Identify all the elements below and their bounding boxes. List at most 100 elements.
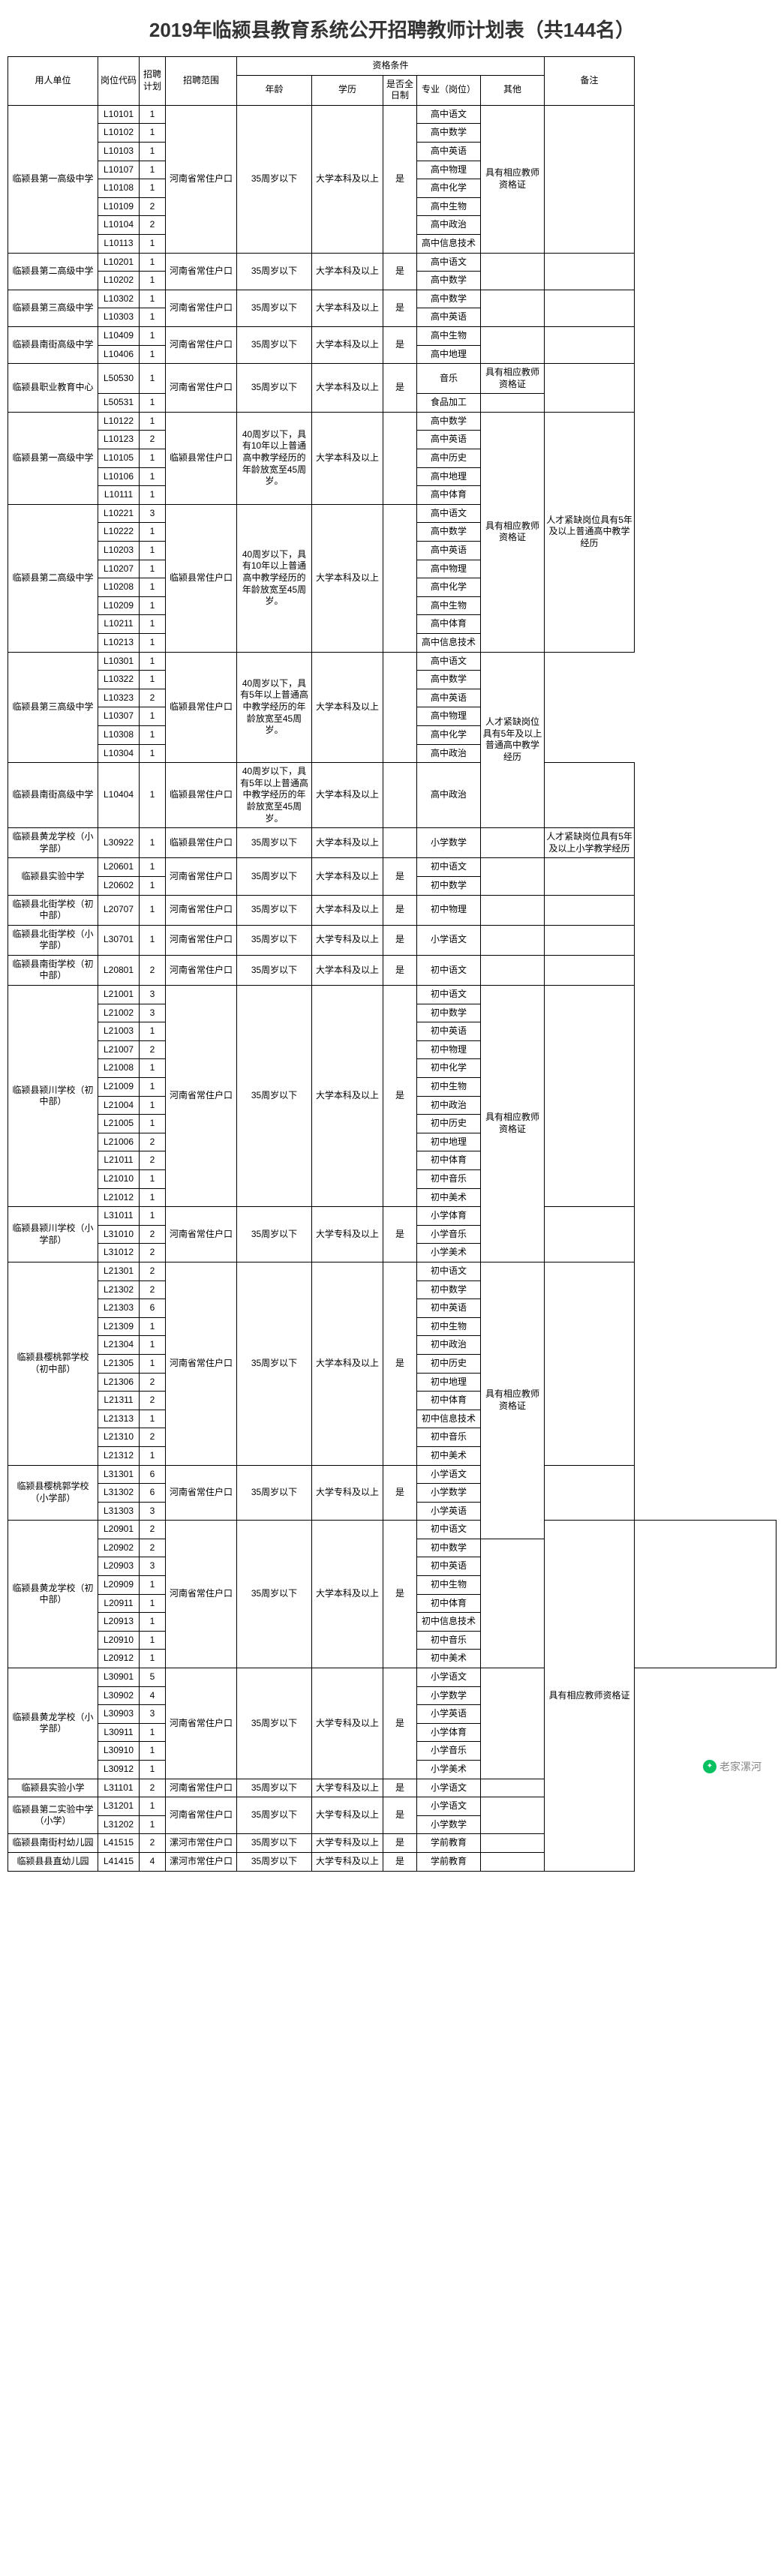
cell-major: 初中生物: [417, 1576, 481, 1595]
cell-plan: 3: [140, 1557, 166, 1576]
cell-code: L21008: [98, 1059, 140, 1078]
cell-major: 高中英语: [417, 542, 481, 560]
cell-remark: [481, 1834, 545, 1853]
cell-plan: 2: [140, 955, 166, 985]
cell-plan: 2: [140, 1040, 166, 1059]
cell-fulltime: [383, 828, 417, 858]
cell-code: L21303: [98, 1299, 140, 1318]
cell-major: 小学语文: [417, 1779, 481, 1797]
cell-code: L10203: [98, 542, 140, 560]
cell-major: 高中生物: [417, 596, 481, 615]
cell-code: L20903: [98, 1557, 140, 1576]
table-row: 临颍县颍川学校（小学部）L310111河南省常住户口35周岁以下大学专科及以上是…: [8, 1207, 776, 1226]
cell-age: 35周岁以下: [237, 828, 312, 858]
cell-remark: [635, 1521, 776, 1668]
cell-plan: 1: [140, 308, 166, 327]
cell-age: 40周岁以下，具有5年以上普通高中教学经历的年龄放宽至45周岁。: [237, 763, 312, 828]
cell-major: 高中数学: [417, 412, 481, 431]
cell-fulltime: 是: [383, 1207, 417, 1262]
cell-age: 40周岁以下，具有10年以上普通高中教学经历的年龄放宽至45周岁。: [237, 504, 312, 652]
cell-code: L10102: [98, 124, 140, 143]
cell-scope: 河南省常住户口: [166, 364, 237, 413]
cell-major: 高中英语: [417, 689, 481, 707]
cell-plan: 1: [140, 1059, 166, 1078]
cell-code: L21010: [98, 1170, 140, 1189]
table-row: 临颍县北街学校（小学部）L307011河南省常住户口35周岁以下大学专科及以上是…: [8, 925, 776, 955]
cell-remark: [545, 105, 635, 253]
table-row: 临颍县北街学校（初中部）L207071河南省常住户口35周岁以下大学本科及以上是…: [8, 895, 776, 925]
cell-major: 高中体育: [417, 486, 481, 505]
cell-plan: 1: [140, 1576, 166, 1595]
cell-plan: 3: [140, 1705, 166, 1724]
cell-plan: 2: [140, 1151, 166, 1170]
cell-code: L10201: [98, 253, 140, 272]
cell-remark: [545, 858, 635, 895]
cell-major: 高中物理: [417, 560, 481, 578]
cell-major: 初中政治: [417, 1096, 481, 1115]
cell-unit: 临颍县南街学校（初中部）: [8, 955, 98, 985]
cell-code: L21005: [98, 1115, 140, 1133]
cell-age: 35周岁以下: [237, 1797, 312, 1834]
cell-code: L20602: [98, 876, 140, 895]
cell-plan: 1: [140, 596, 166, 615]
cell-remark: [545, 925, 635, 955]
cell-unit: 临颍县樱桃郭学校（小学部）: [8, 1465, 98, 1521]
cell-plan: 3: [140, 986, 166, 1004]
cell-code: L31301: [98, 1465, 140, 1484]
cell-scope: 河南省常住户口: [166, 1521, 237, 1668]
cell-unit: 临颍县实验小学: [8, 1779, 98, 1797]
cell-major: 初中英语: [417, 1299, 481, 1318]
cell-major: 高中政治: [417, 763, 481, 828]
cell-major: 初中地理: [417, 1373, 481, 1392]
cell-plan: 1: [140, 1317, 166, 1336]
th-code: 岗位代码: [98, 57, 140, 106]
table-row: 临颍县职业教育中心L505301河南省常住户口35周岁以下大学本科及以上是音乐具…: [8, 364, 776, 394]
cell-edu: 大学专科及以上: [312, 925, 383, 955]
cell-plan: 1: [140, 560, 166, 578]
cell-code: L10301: [98, 652, 140, 671]
cell-fulltime: [383, 763, 417, 828]
cell-remark: [545, 364, 635, 413]
cell-other: [481, 955, 545, 985]
table-row: 临颍县南街高级中学L104041临颍县常住户口40周岁以下，具有5年以上普通高中…: [8, 763, 776, 828]
cell-major: 初中音乐: [417, 1170, 481, 1189]
cell-major: 小学体育: [417, 1207, 481, 1226]
wechat-icon: ✦: [703, 1760, 716, 1773]
cell-code: L21009: [98, 1078, 140, 1097]
cell-major: 小学语文: [417, 925, 481, 955]
cell-plan: 1: [140, 1410, 166, 1428]
cell-unit: 临颍县南街村幼儿园: [8, 1834, 98, 1853]
cell-scope: 河南省常住户口: [166, 1797, 237, 1834]
cell-plan: 1: [140, 364, 166, 394]
cell-plan: 2: [140, 1539, 166, 1557]
cell-unit: 临颍县第二高级中学: [8, 253, 98, 290]
watermark: ✦ 老家漯河: [703, 1759, 761, 1774]
cell-fulltime: 是: [383, 1852, 417, 1871]
cell-fulltime: 是: [383, 326, 417, 363]
table-row: 临颍县第二实验中学（小学）L312011河南省常住户口35周岁以下大学专科及以上…: [8, 1797, 776, 1816]
cell-age: 40周岁以下，具有5年以上普通高中教学经历的年龄放宽至45周岁。: [237, 652, 312, 763]
cell-other: 具有相应教师资格证: [481, 1262, 545, 1539]
cell-unit: 临颍县县直幼儿园: [8, 1852, 98, 1871]
cell-fulltime: 是: [383, 925, 417, 955]
cell-scope: 河南省常住户口: [166, 955, 237, 985]
cell-major: 高中物理: [417, 161, 481, 179]
cell-major: 初中政治: [417, 1336, 481, 1355]
cell-plan: 1: [140, 828, 166, 858]
cell-major: 初中语文: [417, 986, 481, 1004]
cell-other: [481, 253, 545, 290]
page-title: 2019年临颍县教育系统公开招聘教师计划表（共144名）: [8, 15, 776, 43]
cell-major: 小学英语: [417, 1705, 481, 1724]
cell-scope: 河南省常住户口: [166, 1207, 237, 1262]
table-row: 临颍县第二高级中学L102213临颍县常住户口40周岁以下，具有10年以上普通高…: [8, 504, 776, 523]
cell-edu: 大学本科及以上: [312, 858, 383, 895]
cell-scope: 河南省常住户口: [166, 1465, 237, 1521]
cell-code: L20911: [98, 1594, 140, 1613]
cell-code: L10406: [98, 345, 140, 364]
cell-unit: 临颍县颍川学校（初中部）: [8, 986, 98, 1207]
cell-major: 小学数学: [417, 1815, 481, 1834]
cell-edu: 大学专科及以上: [312, 1779, 383, 1797]
cell-plan: 6: [140, 1484, 166, 1503]
cell-code: L21311: [98, 1392, 140, 1410]
cell-plan: 1: [140, 876, 166, 895]
